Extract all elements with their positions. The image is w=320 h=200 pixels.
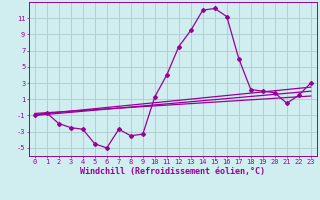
X-axis label: Windchill (Refroidissement éolien,°C): Windchill (Refroidissement éolien,°C) (80, 167, 265, 176)
